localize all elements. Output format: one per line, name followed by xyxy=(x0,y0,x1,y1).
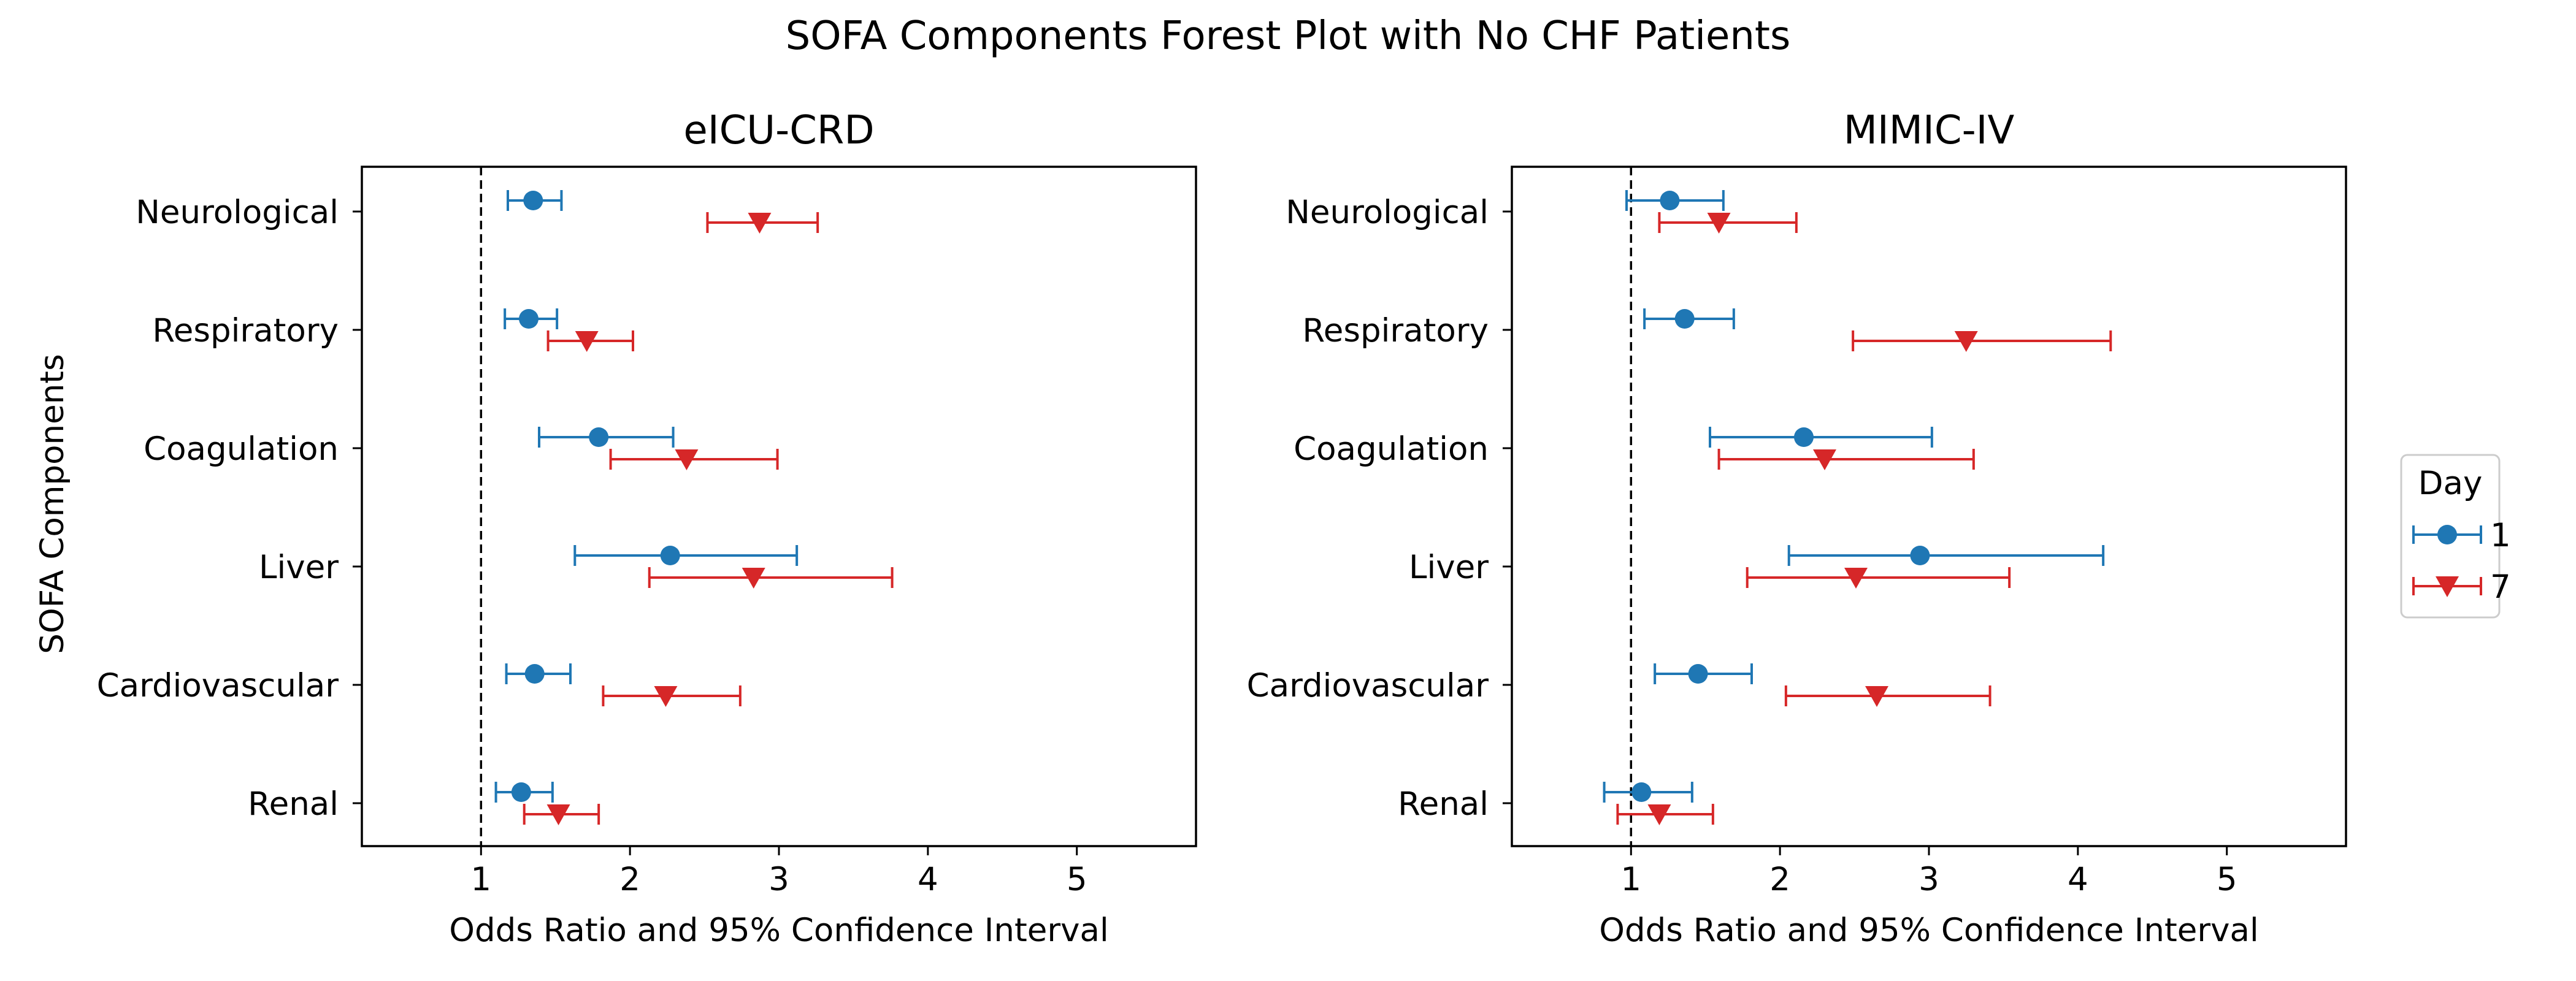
legend-title: Day xyxy=(2418,465,2483,502)
y-tick-label-liver: Liver xyxy=(1409,549,1489,586)
or-point-renal xyxy=(511,782,531,802)
x-tick-label: 4 xyxy=(918,861,938,898)
y-tick-label-coagulation: Coagulation xyxy=(1294,430,1489,468)
legend-entry-day-7: 7 xyxy=(2412,568,2511,606)
y-tick-label-neurological: Neurological xyxy=(1286,194,1489,231)
or-point-respiratory xyxy=(519,309,539,329)
or-point-coagulation xyxy=(589,427,609,447)
panel-title: MIMIC-IV xyxy=(1844,108,2015,153)
or-point-respiratory xyxy=(1954,331,1978,352)
series-day-7 xyxy=(1616,212,2112,825)
or-point-cardiovascular xyxy=(524,664,545,684)
y-tick-label-renal: Renal xyxy=(1398,785,1489,823)
or-point-neurological xyxy=(1660,191,1680,210)
x-tick-label: 5 xyxy=(2217,861,2237,898)
or-point-neurological xyxy=(1707,213,1731,234)
x-tick-label: 2 xyxy=(619,861,640,898)
panel-eicu-crd: eICU-CRD 1 2 3 4 5 Odds Ratio and 95% Confiden… xyxy=(97,108,1197,949)
x-tick-label: 5 xyxy=(1067,861,1087,898)
or-point-liver xyxy=(1844,568,1868,589)
series-day-1 xyxy=(494,190,799,803)
y-axis-label: SOFA Components xyxy=(34,354,71,654)
y-tick-label-respiratory: Respiratory xyxy=(1302,312,1489,349)
legend-entry-day-1: 1 xyxy=(2412,517,2511,554)
x-tick-label: 3 xyxy=(769,861,789,898)
x-tick-label: 1 xyxy=(1620,861,1641,898)
x-tick-label: 4 xyxy=(2068,861,2088,898)
y-tick-label-respiratory: Respiratory xyxy=(152,312,339,349)
or-point-renal xyxy=(546,804,570,825)
or-point-coagulation xyxy=(1813,449,1836,470)
or-point-renal xyxy=(1647,804,1671,825)
x-axis-label: Odds Ratio and 95% Confidence Interval xyxy=(449,912,1108,949)
x-tick-label: 2 xyxy=(1769,861,1790,898)
panel-title: eICU-CRD xyxy=(683,108,874,153)
legend-marker-triangle xyxy=(2436,576,2459,597)
or-point-neurological xyxy=(523,191,543,210)
or-point-cardiovascular xyxy=(1688,664,1708,684)
or-point-coagulation xyxy=(1794,427,1814,447)
x-tick-label: 3 xyxy=(1919,861,1939,898)
or-point-liver xyxy=(1910,546,1930,565)
plot-frame xyxy=(361,166,1197,847)
x-axis-label: Odds Ratio and 95% Confidence Interval xyxy=(1599,912,2258,949)
or-point-coagulation xyxy=(675,449,699,470)
y-tick-label-cardiovascular: Cardiovascular xyxy=(97,667,339,704)
or-point-cardiovascular xyxy=(654,686,678,707)
or-point-respiratory xyxy=(575,331,599,352)
x-tick-label: 1 xyxy=(470,861,491,898)
y-tick-label-liver: Liver xyxy=(259,549,339,586)
legend-label: 7 xyxy=(2490,568,2511,606)
plot-frame xyxy=(1511,166,2347,847)
legend-marker-circle xyxy=(2437,525,2457,544)
panel-mimic-iv: MIMIC-IV 1 2 3 4 5 Odds Ratio and 95% Confiden… xyxy=(1247,108,2347,949)
or-point-renal xyxy=(1631,782,1652,802)
or-point-liver xyxy=(742,568,765,589)
series-day-1 xyxy=(1603,190,2105,803)
or-point-respiratory xyxy=(1674,309,1695,329)
or-point-cardiovascular xyxy=(1865,686,1888,707)
figure-title: SOFA Components Forest Plot with No CHF … xyxy=(786,13,1791,59)
legend-label: 1 xyxy=(2490,517,2511,554)
y-tick-label-neurological: Neurological xyxy=(136,194,339,231)
y-tick-label-renal: Renal xyxy=(248,785,339,823)
or-point-neurological xyxy=(748,213,772,234)
series-day-7 xyxy=(523,212,894,825)
y-tick-label-cardiovascular: Cardiovascular xyxy=(1247,667,1489,704)
y-tick-label-coagulation: Coagulation xyxy=(144,430,339,468)
or-point-liver xyxy=(660,546,680,565)
